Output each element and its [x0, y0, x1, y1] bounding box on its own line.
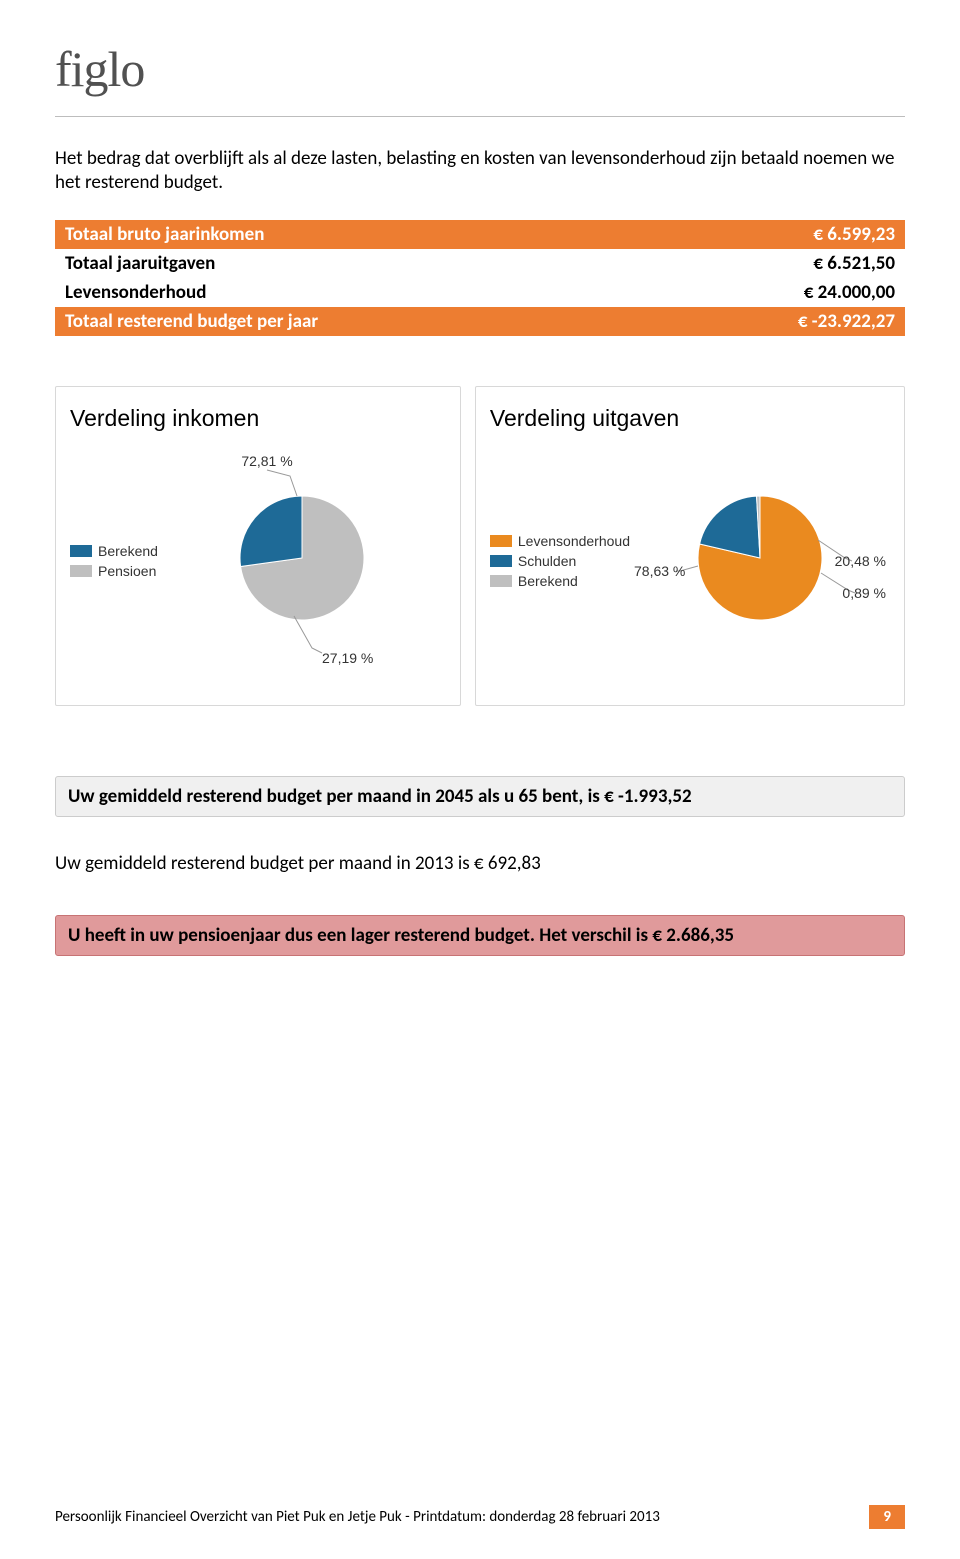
budget-table: Totaal bruto jaarinkomen€ 6.599,23Totaal… — [55, 220, 905, 336]
table-cell-label: Totaal bruto jaarinkomen — [55, 220, 650, 249]
legend-label: Schulden — [518, 553, 576, 569]
legend-label: Berekend — [98, 543, 158, 559]
legend-label: Levensonderhoud — [518, 533, 630, 549]
table-cell-value: € 6.521,50 — [650, 249, 905, 278]
table-cell-label: Levensonderhoud — [55, 278, 650, 307]
red-info-box: U heeft in uw pensioenjaar dus een lager… — [55, 915, 905, 956]
legend-item: Levensonderhoud — [490, 533, 630, 549]
pie-slice — [240, 496, 302, 567]
legend-label: Pensioen — [98, 563, 156, 579]
table-cell-label: Totaal resterend budget per jaar — [55, 307, 650, 336]
pie-pct-label: 27,19 % — [322, 650, 373, 666]
pie-pct-label: 20,48 % — [835, 553, 886, 569]
page-number: 9 — [869, 1505, 905, 1529]
chart-uitgaven-legend: Levensonderhoud Schulden Berekend — [490, 533, 630, 593]
logo-text: figlo — [55, 41, 144, 97]
table-row: Totaal resterend budget per jaar€ -23.92… — [55, 307, 905, 336]
footer: Persoonlijk Financieel Overzicht van Pie… — [55, 1505, 905, 1529]
legend-swatch — [70, 565, 92, 577]
legend-swatch — [490, 535, 512, 547]
chart-inkomen-legend: Berekend Pensioen — [70, 543, 158, 583]
table-row: Levensonderhoud€ 24.000,00 — [55, 278, 905, 307]
pie-pct-label: 78,63 % — [634, 563, 685, 579]
table-row: Totaal bruto jaarinkomen€ 6.599,23 — [55, 220, 905, 249]
intro-text: Het bedrag dat overblijft als al deze la… — [55, 147, 905, 195]
divider — [55, 116, 905, 117]
footer-text: Persoonlijk Financieel Overzicht van Pie… — [55, 1508, 660, 1526]
chart-uitgaven-pie: 78,63 % 20,48 % 0,89 % — [630, 448, 890, 678]
table-cell-label: Totaal jaaruitgaven — [55, 249, 650, 278]
legend-item: Pensioen — [70, 563, 158, 579]
chart-uitgaven-title: Verdeling uitgaven — [490, 405, 890, 432]
legend-item: Schulden — [490, 553, 630, 569]
table-cell-value: € 24.000,00 — [650, 278, 905, 307]
legend-item: Berekend — [70, 543, 158, 559]
chart-inkomen-title: Verdeling inkomen — [70, 405, 446, 432]
legend-item: Berekend — [490, 573, 630, 589]
chart-uitgaven-panel: Verdeling uitgaven Levensonderhoud Schuld… — [475, 386, 905, 706]
legend-label: Berekend — [518, 573, 578, 589]
chart-inkomen-panel: Verdeling inkomen Berekend Pensioen 72,81… — [55, 386, 461, 706]
legend-swatch — [490, 555, 512, 567]
legend-swatch — [490, 575, 512, 587]
pie-pct-label: 72,81 % — [241, 453, 292, 469]
plain-line: Uw gemiddeld resterend budget per maand … — [55, 852, 905, 875]
table-row: Totaal jaaruitgaven€ 6.521,50 — [55, 249, 905, 278]
chart-inkomen-pie: 72,81 % 27,19 % — [172, 448, 432, 678]
grey-info-box: Uw gemiddeld resterend budget per maand … — [55, 776, 905, 817]
table-cell-value: € -23.922,27 — [650, 307, 905, 336]
logo: figlo — [55, 40, 144, 98]
legend-swatch — [70, 545, 92, 557]
table-cell-value: € 6.599,23 — [650, 220, 905, 249]
pie-pct-label: 0,89 % — [842, 585, 886, 601]
